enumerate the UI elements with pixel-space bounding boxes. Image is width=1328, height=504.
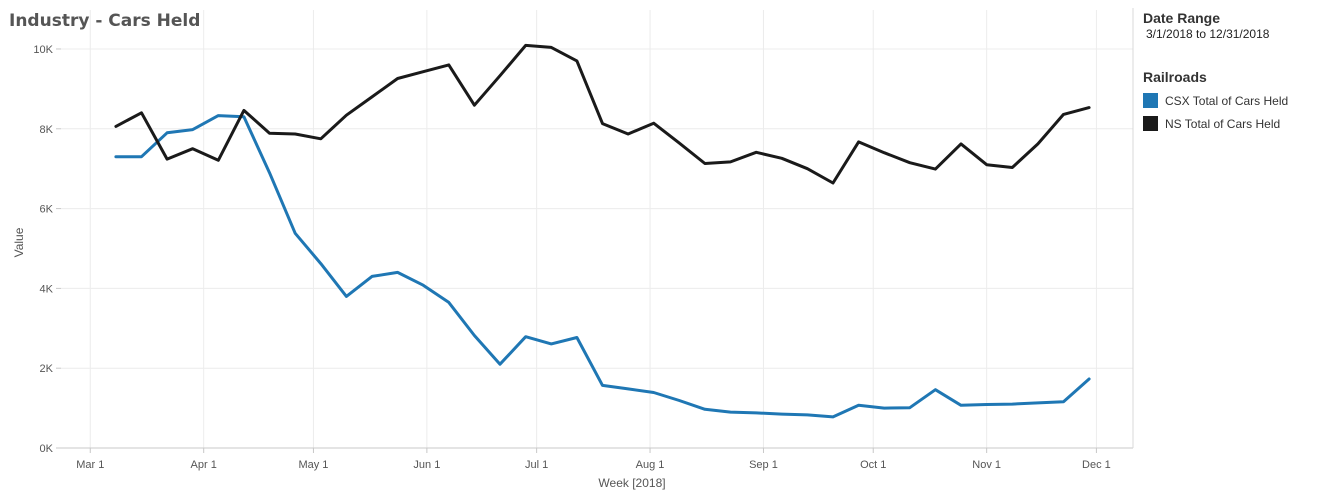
x-tick-label: Apr 1 xyxy=(191,459,217,471)
date-range-filter[interactable]: Date Range 3/1/2018 to 12/31/2018 xyxy=(1143,10,1323,41)
x-tick-label: May 1 xyxy=(298,459,328,471)
x-tick-label: Oct 1 xyxy=(860,459,886,471)
x-tick-label: Nov 1 xyxy=(972,459,1001,471)
x-tick-label: Jul 1 xyxy=(525,459,548,471)
legend-item-ns[interactable]: NS Total of Cars Held xyxy=(1143,112,1323,135)
legend-label-ns: NS Total of Cars Held xyxy=(1165,116,1281,131)
series-lines xyxy=(114,43,1091,419)
axes: 0K 2K 4K 6K 8K 10K Mar 1 Apr 1 May 1 Jun 1 Jul 1 Au… xyxy=(33,8,1134,471)
y-tick-label: 2K xyxy=(40,363,54,375)
y-tick-label: 6K xyxy=(40,204,54,216)
csx-series-line[interactable] xyxy=(114,114,1091,419)
legend-label-csx: CSX Total of Cars Held xyxy=(1165,93,1289,108)
x-tick-label: Aug 1 xyxy=(636,459,665,471)
chart-title: Industry - Cars Held xyxy=(9,11,201,31)
ns-series-line[interactable] xyxy=(114,43,1091,185)
legend-swatch-ns xyxy=(1143,116,1158,131)
y-axis-title: Value xyxy=(12,227,26,257)
side-panel: Date Range 3/1/2018 to 12/31/2018 Railro… xyxy=(1143,10,1323,135)
y-tick-label: 4K xyxy=(40,283,54,295)
x-tick-label: Mar 1 xyxy=(76,459,104,471)
x-tick-label: Sep 1 xyxy=(749,459,778,471)
legend-title: Railroads xyxy=(1143,69,1207,85)
y-tick-label: 8K xyxy=(40,124,54,136)
grid-lines xyxy=(61,10,1133,448)
x-axis-title: Week [2018] xyxy=(598,476,665,490)
x-tick-label: Dec 1 xyxy=(1082,459,1111,471)
y-tick-label: 0K xyxy=(40,443,54,455)
legend-item-csx[interactable]: CSX Total of Cars Held xyxy=(1143,89,1323,112)
date-range-value: 3/1/2018 to 12/31/2018 xyxy=(1146,27,1270,41)
legend-swatch-csx xyxy=(1143,93,1158,108)
x-tick-label: Jun 1 xyxy=(413,459,440,471)
legend: CSX Total of Cars Held NS Total of Cars … xyxy=(1143,89,1323,135)
y-tick-label: 10K xyxy=(33,44,53,56)
date-range-title: Date Range xyxy=(1143,10,1221,26)
